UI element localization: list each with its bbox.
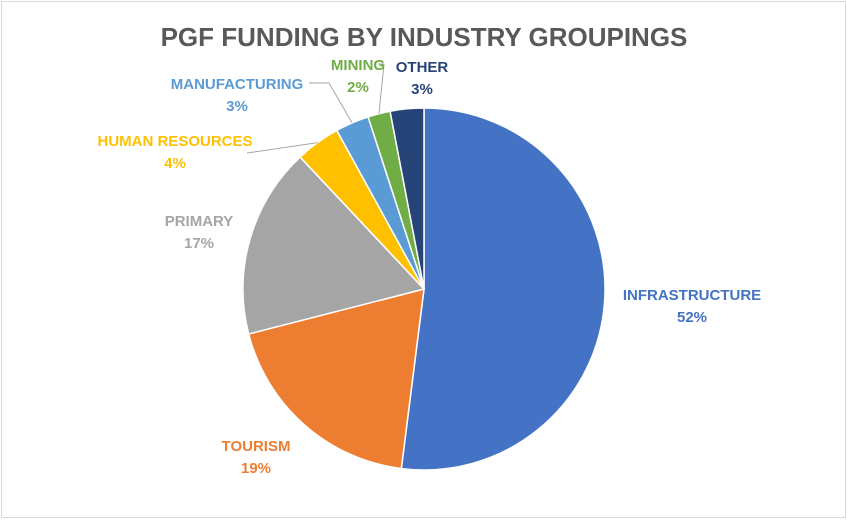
chart-title: PGF FUNDING BY INDUSTRY GROUPINGS xyxy=(161,22,688,52)
slice-label-value-primary: 17% xyxy=(184,235,214,252)
slice-label-name-infrastructure: INFRASTRUCTURE xyxy=(623,287,761,304)
leader-line-manufacturing xyxy=(309,82,353,124)
pie-slice-infrastructure xyxy=(400,107,606,471)
pie-slice-primary xyxy=(242,155,426,335)
slice-labels: INFRASTRUCTURE 52% TOURISM 19% PRIMARY 17% HUM… xyxy=(97,57,761,477)
leader-line-human-resources xyxy=(246,142,318,154)
pie-slice-tourism xyxy=(247,287,425,470)
slice-label-name-mining: MINING xyxy=(331,57,385,74)
slice-label-value-infrastructure: 52% xyxy=(677,309,707,326)
slice-label-value-manufacturing: 3% xyxy=(226,98,248,115)
slice-label-name-manufacturing: MANUFACTURING xyxy=(171,76,304,93)
leader-line-mining xyxy=(378,63,385,114)
pie-slice-other xyxy=(389,107,425,290)
slice-label-value-mining: 2% xyxy=(347,79,369,96)
slice-label-name-primary: PRIMARY xyxy=(165,213,234,230)
slice-label-value-other: 3% xyxy=(411,81,433,98)
slice-label-value-tourism: 19% xyxy=(241,460,271,477)
leader-lines xyxy=(246,63,385,154)
slice-label-value-human-resources: 4% xyxy=(164,155,186,172)
slice-label-name-human-resources: HUMAN RESOURCES xyxy=(97,133,252,150)
pie-slices xyxy=(242,107,606,471)
slice-label-name-other: OTHER xyxy=(396,59,449,76)
slice-label-name-tourism: TOURISM xyxy=(222,438,291,455)
